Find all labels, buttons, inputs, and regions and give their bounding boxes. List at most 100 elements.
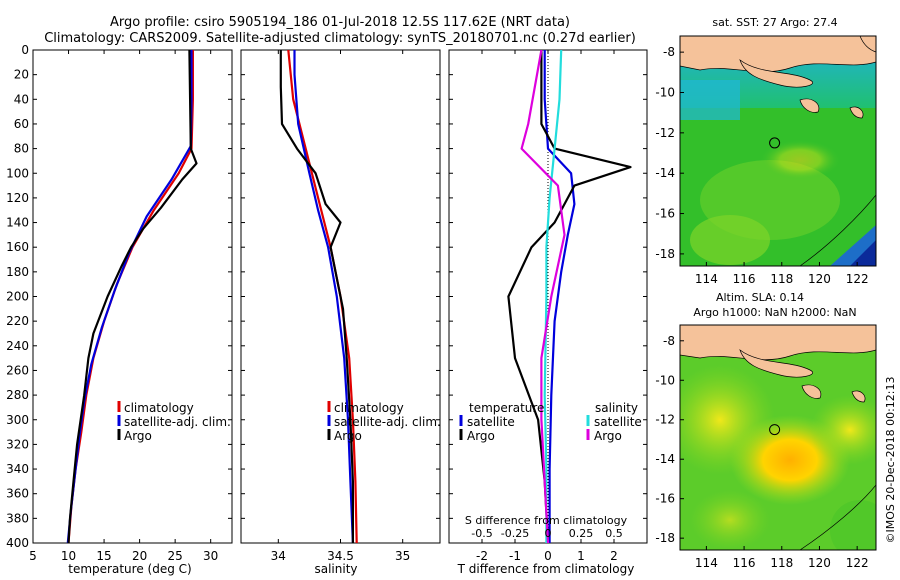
legend-title-temperature: temperature [469,401,544,415]
map-y-tick-label: -14 [655,166,675,180]
x2-tick-label: 0 [545,527,552,540]
series-line-s-satellite [543,50,563,543]
x2-tick-label: 0.25 [569,527,594,540]
y-tick-label: 300 [6,413,29,427]
temperature-legend: climatology satellite-adj. clim. Argo [117,401,231,443]
series-line-satellite-adj-clim- [293,50,354,543]
x-tick-label: 34.5 [327,549,354,563]
x-tick-label: 10 [61,549,76,563]
map-y-tick-label: -10 [655,373,675,387]
y-tick-label: 340 [6,462,29,476]
temperature-axes-box [32,49,233,544]
sla-argo-marker [769,424,781,436]
sst-map-frame [679,35,877,267]
legend-climatology: climatology [124,401,194,415]
map-y-tick-label: -8 [663,45,675,59]
x2-tick-label: -0.25 [501,527,529,540]
legend-s-argo: Argo [594,429,622,443]
x-tick-label: 0 [544,549,552,563]
series-line-argo [279,50,354,543]
x-tick-label: 15 [96,549,111,563]
y-tick-label: 380 [6,511,29,525]
y-tick-label: 360 [6,487,29,501]
x-tick-label: 2 [610,549,618,563]
x-tick-label: 30 [203,549,218,563]
x-tick-label: 1 [577,549,585,563]
salinity-legend: climatology satellite-adj. clim. Argo [327,401,441,443]
temperature-panel: 0 20 40 60 80 100 120 140 160 180 200 220 240 260 280 3… [6,43,233,576]
difference-panel: -2 -1 0 1 2 T difference from climatology S … [448,49,648,576]
legend-satellite: satellite-adj. clim. [124,415,231,429]
map-y-tick-label: -16 [655,492,675,506]
legend-title-salinity: salinity [595,401,638,415]
series-line-argo [67,50,198,543]
map-y-tick-label: -12 [655,413,675,427]
x-tick-label: 34 [271,549,286,563]
legend-t-satellite: satellite [467,415,515,429]
sst-map-title: sat. SST: 27 Argo: 27.4 [712,16,837,29]
legend-argo: Argo [334,429,362,443]
y-tick-label: 120 [6,191,29,205]
sla-map-title: Altim. SLA: 0.14 [716,291,804,304]
legend-argo: Argo [124,429,152,443]
map-x-tick-label: 116 [733,556,756,570]
temperature-xlabel: temperature (deg C) [68,562,191,576]
x2-tick-label: 0.5 [605,527,623,540]
y-tick-label: 400 [6,536,29,550]
sst-map-field [680,36,876,266]
map-x-tick-label: 118 [770,272,793,286]
sla-map: Altim. SLA: 0.14 Argo h1000: NaN h2000: … [655,291,877,570]
y-tick-label: 20 [14,68,29,82]
map-x-tick-label: 120 [808,556,831,570]
map-y-tick-label: -16 [655,207,675,221]
legend-s-satellite: satellite [594,415,642,429]
map-x-tick-label: 122 [846,272,869,286]
map-y-tick-label: -14 [655,452,675,466]
y-tick-label: 40 [14,92,29,106]
title-line2: Climatology: CARS2009. Satellite-adjuste… [44,31,636,46]
y-tick-label: 60 [14,117,29,131]
map-y-tick-label: -8 [663,334,675,348]
map-x-tick-label: 118 [770,556,793,570]
x-tick-label: 20 [132,549,147,563]
y-tick-label: 220 [6,314,29,328]
sla-map-subtitle: Argo h1000: NaN h2000: NaN [693,306,856,319]
y-tick-label: 200 [6,290,29,304]
y-tick-label: 260 [6,363,29,377]
title-line1: Argo profile: csiro 5905194_186 01-Jul-2… [110,15,570,30]
map-y-tick-label: -18 [655,531,675,545]
salinity-xlabel: salinity [314,562,357,576]
sst-map: sat. SST: 27 Argo: 27.4 114 116 118 120 122 -… [655,16,877,286]
x2-tick-label: -0.5 [471,527,492,540]
y-tick-label: 160 [6,240,29,254]
y-tick-label: 0 [21,43,29,57]
map-y-tick-label: -18 [655,247,675,261]
y-tick-label: 180 [6,265,29,279]
legend-t-argo: Argo [467,429,495,443]
map-y-tick-label: -10 [655,85,675,99]
y-tick-label: 240 [6,339,29,353]
y-tick-label: 80 [14,142,29,156]
difference-legend: temperature salinity satellite Argo sate… [459,401,642,443]
x-tick-label: 5 [29,549,37,563]
x-tick-label: -1 [509,549,521,563]
sst-argo-marker [769,137,781,149]
y-tick-label: 320 [6,437,29,451]
x-tick-label: 25 [168,549,183,563]
y-tick-label: 280 [6,388,29,402]
map-x-tick-label: 114 [695,272,718,286]
map-x-tick-label: 114 [695,556,718,570]
sla-map-field [680,325,876,550]
map-x-tick-label: 120 [808,272,831,286]
y-tick-label: 100 [6,166,29,180]
map-x-tick-label: 122 [846,556,869,570]
y-tick-label: 140 [6,216,29,230]
map-x-tick-label: 116 [733,272,756,286]
legend-satellite: satellite-adj. clim. [334,415,441,429]
x-tick-label: -2 [476,549,488,563]
x-tick-label: 35 [395,549,410,563]
salinity-panel: 34 34.5 35 salinity climatology satellite-… [240,49,441,576]
imos-watermark: ©IMOS 20-Dec-2018 00:12:13 [884,377,897,544]
legend-climatology: climatology [334,401,404,415]
